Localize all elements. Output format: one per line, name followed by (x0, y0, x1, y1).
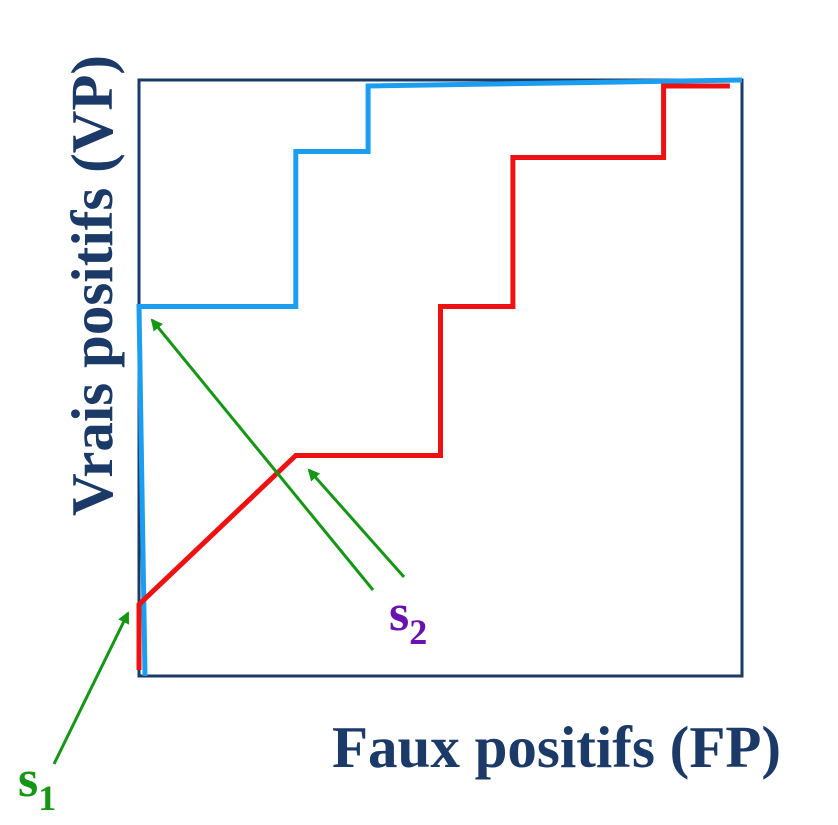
s1-letter: s (18, 751, 38, 808)
roc-curves (136, 77, 743, 677)
blue-roc-curve (136, 77, 743, 677)
s2-arrow-long (150, 318, 375, 591)
s1-arrow (52, 611, 130, 765)
s2-label: s2 (389, 585, 427, 652)
red-roc-curve (136, 83, 730, 670)
x-axis-title: Faux positifs (FP) (332, 714, 781, 780)
s2-arrow-short (307, 468, 406, 578)
s2-subscript: 2 (409, 612, 427, 652)
s1-subscript: 1 (38, 778, 56, 818)
y-axis-title: Vrais positifs (VP) (59, 55, 125, 516)
s1-label: s1 (18, 751, 56, 818)
s2-letter: s (389, 585, 409, 642)
